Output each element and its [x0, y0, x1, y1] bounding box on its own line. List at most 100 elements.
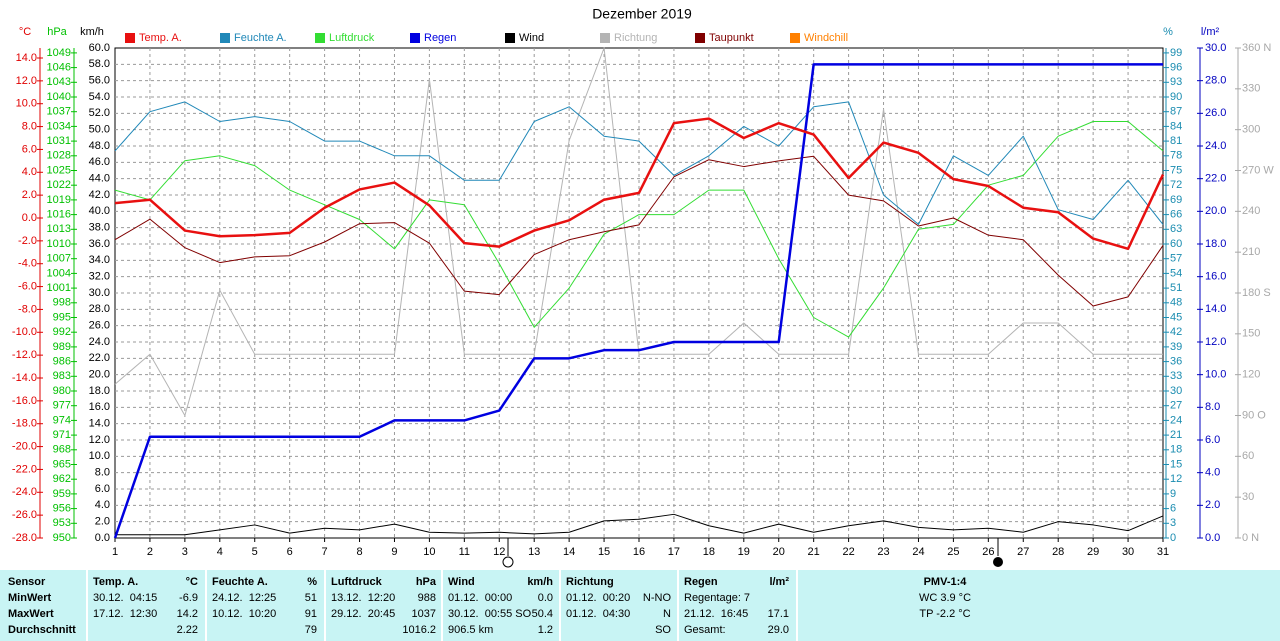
x-tick-label: 10 — [423, 546, 435, 558]
y-tick-label: 1046 — [47, 62, 71, 74]
full-moon-icon — [993, 557, 1003, 567]
y-tick-label: 1016 — [47, 209, 71, 221]
axis-unit: l/m² — [1201, 26, 1220, 38]
x-tick-label: 31 — [1157, 546, 1169, 558]
y-tick-label: 965 — [53, 458, 71, 470]
y-tick-label: 14.0 — [89, 418, 110, 430]
x-tick-label: 11 — [459, 546, 470, 558]
pmv-title: PMV-1:4 — [924, 576, 968, 588]
y-tick-label: -6.0 — [18, 280, 37, 292]
y-tick-label: 42.0 — [89, 189, 110, 201]
y-tick-label: 270 W — [1242, 164, 1274, 176]
y-tick-label: 24.0 — [1205, 140, 1226, 152]
column-unit: hPa — [416, 576, 437, 588]
column-title: Wind — [448, 576, 475, 588]
y-tick-label: 75 — [1170, 164, 1182, 176]
x-tick-label: 3 — [182, 546, 188, 558]
y-tick-label: 16.0 — [1205, 271, 1226, 283]
column-unit: °C — [186, 576, 198, 588]
cell-text: 21.12. 16:45 — [684, 608, 748, 620]
y-tick-label: 4.0 — [95, 499, 110, 511]
axis-unit: hPa — [47, 26, 67, 38]
x-tick-label: 14 — [563, 546, 575, 558]
y-tick-label: 90 O — [1242, 409, 1266, 421]
y-tick-label: 52.0 — [89, 107, 110, 119]
series-line — [114, 47, 1163, 416]
y-tick-label: 60.0 — [89, 42, 110, 54]
x-tick-label: 28 — [1052, 546, 1064, 558]
y-tick-label: 330 — [1242, 83, 1260, 95]
column-unit: l/m² — [769, 576, 789, 588]
cell-value: 1.2 — [538, 624, 553, 636]
cell-value: 14.2 — [177, 608, 198, 620]
y-tick-label: 56.0 — [89, 75, 110, 87]
y-tick-label: 1022 — [47, 179, 71, 191]
axis-unit: % — [1163, 26, 1173, 38]
y-tick-label: 24 — [1170, 414, 1182, 426]
y-tick-label: 38.0 — [89, 222, 110, 234]
y-tick-label: 96 — [1170, 62, 1182, 74]
y-tick-label: 40.0 — [89, 205, 110, 217]
y-tick-label: 998 — [53, 297, 71, 309]
cell-text: 30.12. 04:15 — [93, 592, 157, 604]
y-tick-label: 27 — [1170, 400, 1182, 412]
y-tick-label: 12.0 — [1205, 336, 1226, 348]
y-tick-label: 28.0 — [89, 303, 110, 315]
cell-text: 30.12. 00:55 SO — [448, 608, 532, 620]
y-tick-label: 22.0 — [1205, 173, 1226, 185]
y-tick-label: 22.0 — [89, 352, 110, 364]
y-tick-label: 3 — [1170, 517, 1176, 529]
x-tick-label: 7 — [322, 546, 328, 558]
series-line — [114, 155, 1164, 307]
y-tick-label: -18.0 — [12, 418, 37, 430]
x-tick-label: 21 — [808, 546, 820, 558]
cell-value: 1037 — [412, 608, 436, 620]
legend-swatch — [695, 33, 705, 43]
legend-label: Feuchte A. — [234, 32, 287, 44]
y-tick-label: 36 — [1170, 356, 1182, 368]
cell-value: 17.1 — [768, 608, 789, 620]
y-tick-label: 54.0 — [89, 91, 110, 103]
y-tick-label: 1004 — [47, 267, 71, 279]
y-tick-label: 4.0 — [22, 166, 37, 178]
cell-value: 79 — [305, 624, 317, 636]
x-tick-label: 5 — [252, 546, 258, 558]
y-tick-label: 8.0 — [1205, 401, 1220, 413]
y-tick-label: 2.0 — [22, 189, 37, 201]
y-tick-label: -2.0 — [18, 235, 37, 247]
x-tick-label: 12 — [493, 546, 505, 558]
legend-label: Taupunkt — [709, 32, 754, 44]
y-tick-label: 300 — [1242, 124, 1260, 136]
y-tick-label: 30.0 — [1205, 42, 1226, 54]
new-moon-icon — [502, 556, 514, 568]
y-tick-label: -12.0 — [12, 349, 37, 361]
legend-swatch — [315, 33, 325, 43]
y-tick-label: 66 — [1170, 209, 1182, 221]
y-tick-label: 32.0 — [89, 271, 110, 283]
y-tick-label: 1013 — [47, 223, 71, 235]
cell-text: 13.12. 12:20 — [331, 592, 395, 604]
y-tick-label: 87 — [1170, 106, 1182, 118]
legend-swatch — [505, 33, 515, 43]
cell-value: -6.9 — [179, 592, 198, 604]
legend-swatch — [410, 33, 420, 43]
y-tick-label: 974 — [53, 414, 71, 426]
y-tick-label: 4.0 — [1205, 467, 1220, 479]
y-tick-label: 12.0 — [16, 75, 37, 87]
row-label: Durchschnitt — [8, 624, 76, 636]
y-tick-label: 0.0 — [22, 212, 37, 224]
y-tick-label: 58.0 — [89, 58, 110, 70]
cell-text: 01.12. 04:30 — [566, 608, 630, 620]
y-tick-label: 962 — [53, 473, 71, 485]
stats-panel — [0, 570, 1280, 641]
cell-value: 2.22 — [177, 624, 198, 636]
chart-title: Dezember 2019 — [592, 6, 692, 22]
cell-value: 51 — [305, 592, 317, 604]
y-tick-label: 986 — [53, 356, 71, 368]
y-tick-label: 1019 — [47, 194, 71, 206]
y-tick-label: 6.0 — [95, 483, 110, 495]
y-tick-label: 24.0 — [89, 336, 110, 348]
x-tick-label: 20 — [773, 546, 785, 558]
series-line — [113, 63, 1163, 539]
y-tick-label: -22.0 — [12, 463, 37, 475]
